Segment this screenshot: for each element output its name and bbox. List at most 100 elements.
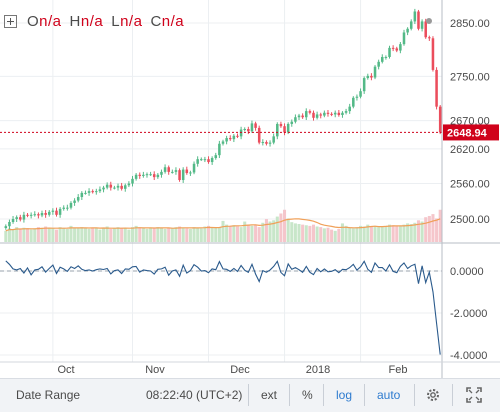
price-tick-label: 2560.00 xyxy=(450,179,490,191)
candle-body xyxy=(167,167,170,172)
volume-bar xyxy=(243,221,247,242)
candle-body xyxy=(312,112,315,118)
candle-body xyxy=(308,111,312,113)
candle-body xyxy=(55,210,58,215)
volume-bar xyxy=(170,228,174,242)
volume-bar xyxy=(87,228,91,242)
price-tick-label: 2850.00 xyxy=(450,18,490,30)
volume-bar xyxy=(22,227,26,242)
candle-body xyxy=(19,217,22,220)
volume-bar xyxy=(29,229,33,242)
volume-bar xyxy=(315,226,319,242)
volume-bar xyxy=(83,227,87,242)
volume-bar xyxy=(207,225,211,242)
candle-body xyxy=(326,112,330,114)
volume-bar xyxy=(279,213,283,242)
candle-body xyxy=(185,169,189,174)
candle-body xyxy=(304,111,308,118)
candle-body xyxy=(66,207,69,209)
candle-body xyxy=(337,112,341,115)
volume-bar xyxy=(141,228,145,242)
candle-body xyxy=(406,28,409,33)
volume-bar xyxy=(73,227,77,242)
gear-icon[interactable] xyxy=(425,387,441,403)
candle-body xyxy=(355,96,359,98)
candle-body xyxy=(330,113,333,115)
volume-bar xyxy=(36,227,40,242)
volume-bar xyxy=(149,228,153,242)
volume-bar xyxy=(333,230,337,242)
volume-bar xyxy=(120,227,124,242)
candle-body xyxy=(102,187,105,190)
pane-menu-dot-icon[interactable] xyxy=(426,18,432,24)
high-value: n/a xyxy=(80,12,104,30)
candle-body xyxy=(120,185,123,189)
clock-text[interactable]: 08:22:40 (UTC+2) xyxy=(146,388,243,402)
volume-bar xyxy=(268,221,272,242)
candle-body xyxy=(134,174,138,179)
candle-body xyxy=(265,142,268,144)
volume-bar xyxy=(395,225,399,242)
candle-body xyxy=(26,214,29,216)
volume-ma xyxy=(5,218,441,232)
ext-button[interactable]: ext xyxy=(261,388,278,402)
volume-bar xyxy=(7,228,11,242)
volume-bar xyxy=(362,226,366,242)
volume-bar xyxy=(286,218,290,242)
auto-button[interactable]: auto xyxy=(377,388,401,402)
volume-bar xyxy=(384,225,388,242)
candle-body xyxy=(283,126,286,133)
candle-body xyxy=(203,159,207,161)
volume-bar xyxy=(102,228,106,242)
candle-body xyxy=(76,197,80,201)
volume-bar xyxy=(319,227,323,242)
volume-bar xyxy=(33,228,37,242)
volume-bar xyxy=(40,228,44,242)
volume-bar xyxy=(424,217,428,242)
candle-body xyxy=(152,174,156,178)
candle-body xyxy=(160,171,163,175)
volume-bar xyxy=(311,224,316,242)
volume-bar xyxy=(18,228,22,242)
candle-body xyxy=(409,21,413,29)
volume-bar xyxy=(293,223,297,242)
date-range-button[interactable]: Date Range xyxy=(16,388,81,402)
close-value: n/a xyxy=(161,12,185,30)
candle-body xyxy=(402,32,406,45)
candle-body xyxy=(142,174,145,176)
candle-body xyxy=(438,106,442,133)
separator xyxy=(364,384,365,406)
volume-bar xyxy=(181,227,185,242)
candle-body xyxy=(261,142,265,144)
candle-body xyxy=(377,61,380,67)
volume-bar xyxy=(330,229,334,242)
volume-bar xyxy=(348,227,352,242)
candle-body xyxy=(373,66,377,78)
candle-body xyxy=(370,75,373,78)
percent-button[interactable]: % xyxy=(302,388,313,402)
volume-bar xyxy=(225,224,229,242)
volume-bar xyxy=(152,227,156,242)
candle-body xyxy=(417,11,420,29)
candle-body xyxy=(210,158,214,163)
volume-bar xyxy=(192,227,196,242)
candle-body xyxy=(435,69,438,107)
candle-body xyxy=(286,123,290,133)
candle-body xyxy=(399,44,402,51)
log-button[interactable]: log xyxy=(336,388,353,402)
fullscreen-icon[interactable] xyxy=(466,387,482,403)
candle-body xyxy=(178,170,181,181)
candle-body xyxy=(272,136,275,143)
volume-bar xyxy=(322,228,326,242)
volume-bar xyxy=(214,227,218,242)
candle-body xyxy=(348,106,351,112)
volume-bar xyxy=(15,227,19,242)
candle-body xyxy=(163,167,167,172)
candle-body xyxy=(359,91,362,97)
volume-bar xyxy=(416,220,420,242)
collapse-icon[interactable] xyxy=(4,14,17,28)
candle-body xyxy=(51,210,55,212)
osc-tick-label: -4.0000 xyxy=(450,350,487,362)
